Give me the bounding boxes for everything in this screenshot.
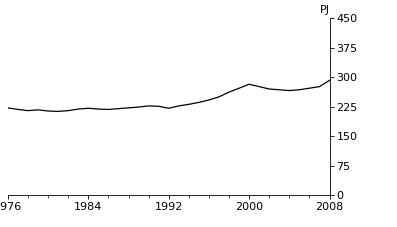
Text: PJ: PJ [320, 5, 330, 15]
